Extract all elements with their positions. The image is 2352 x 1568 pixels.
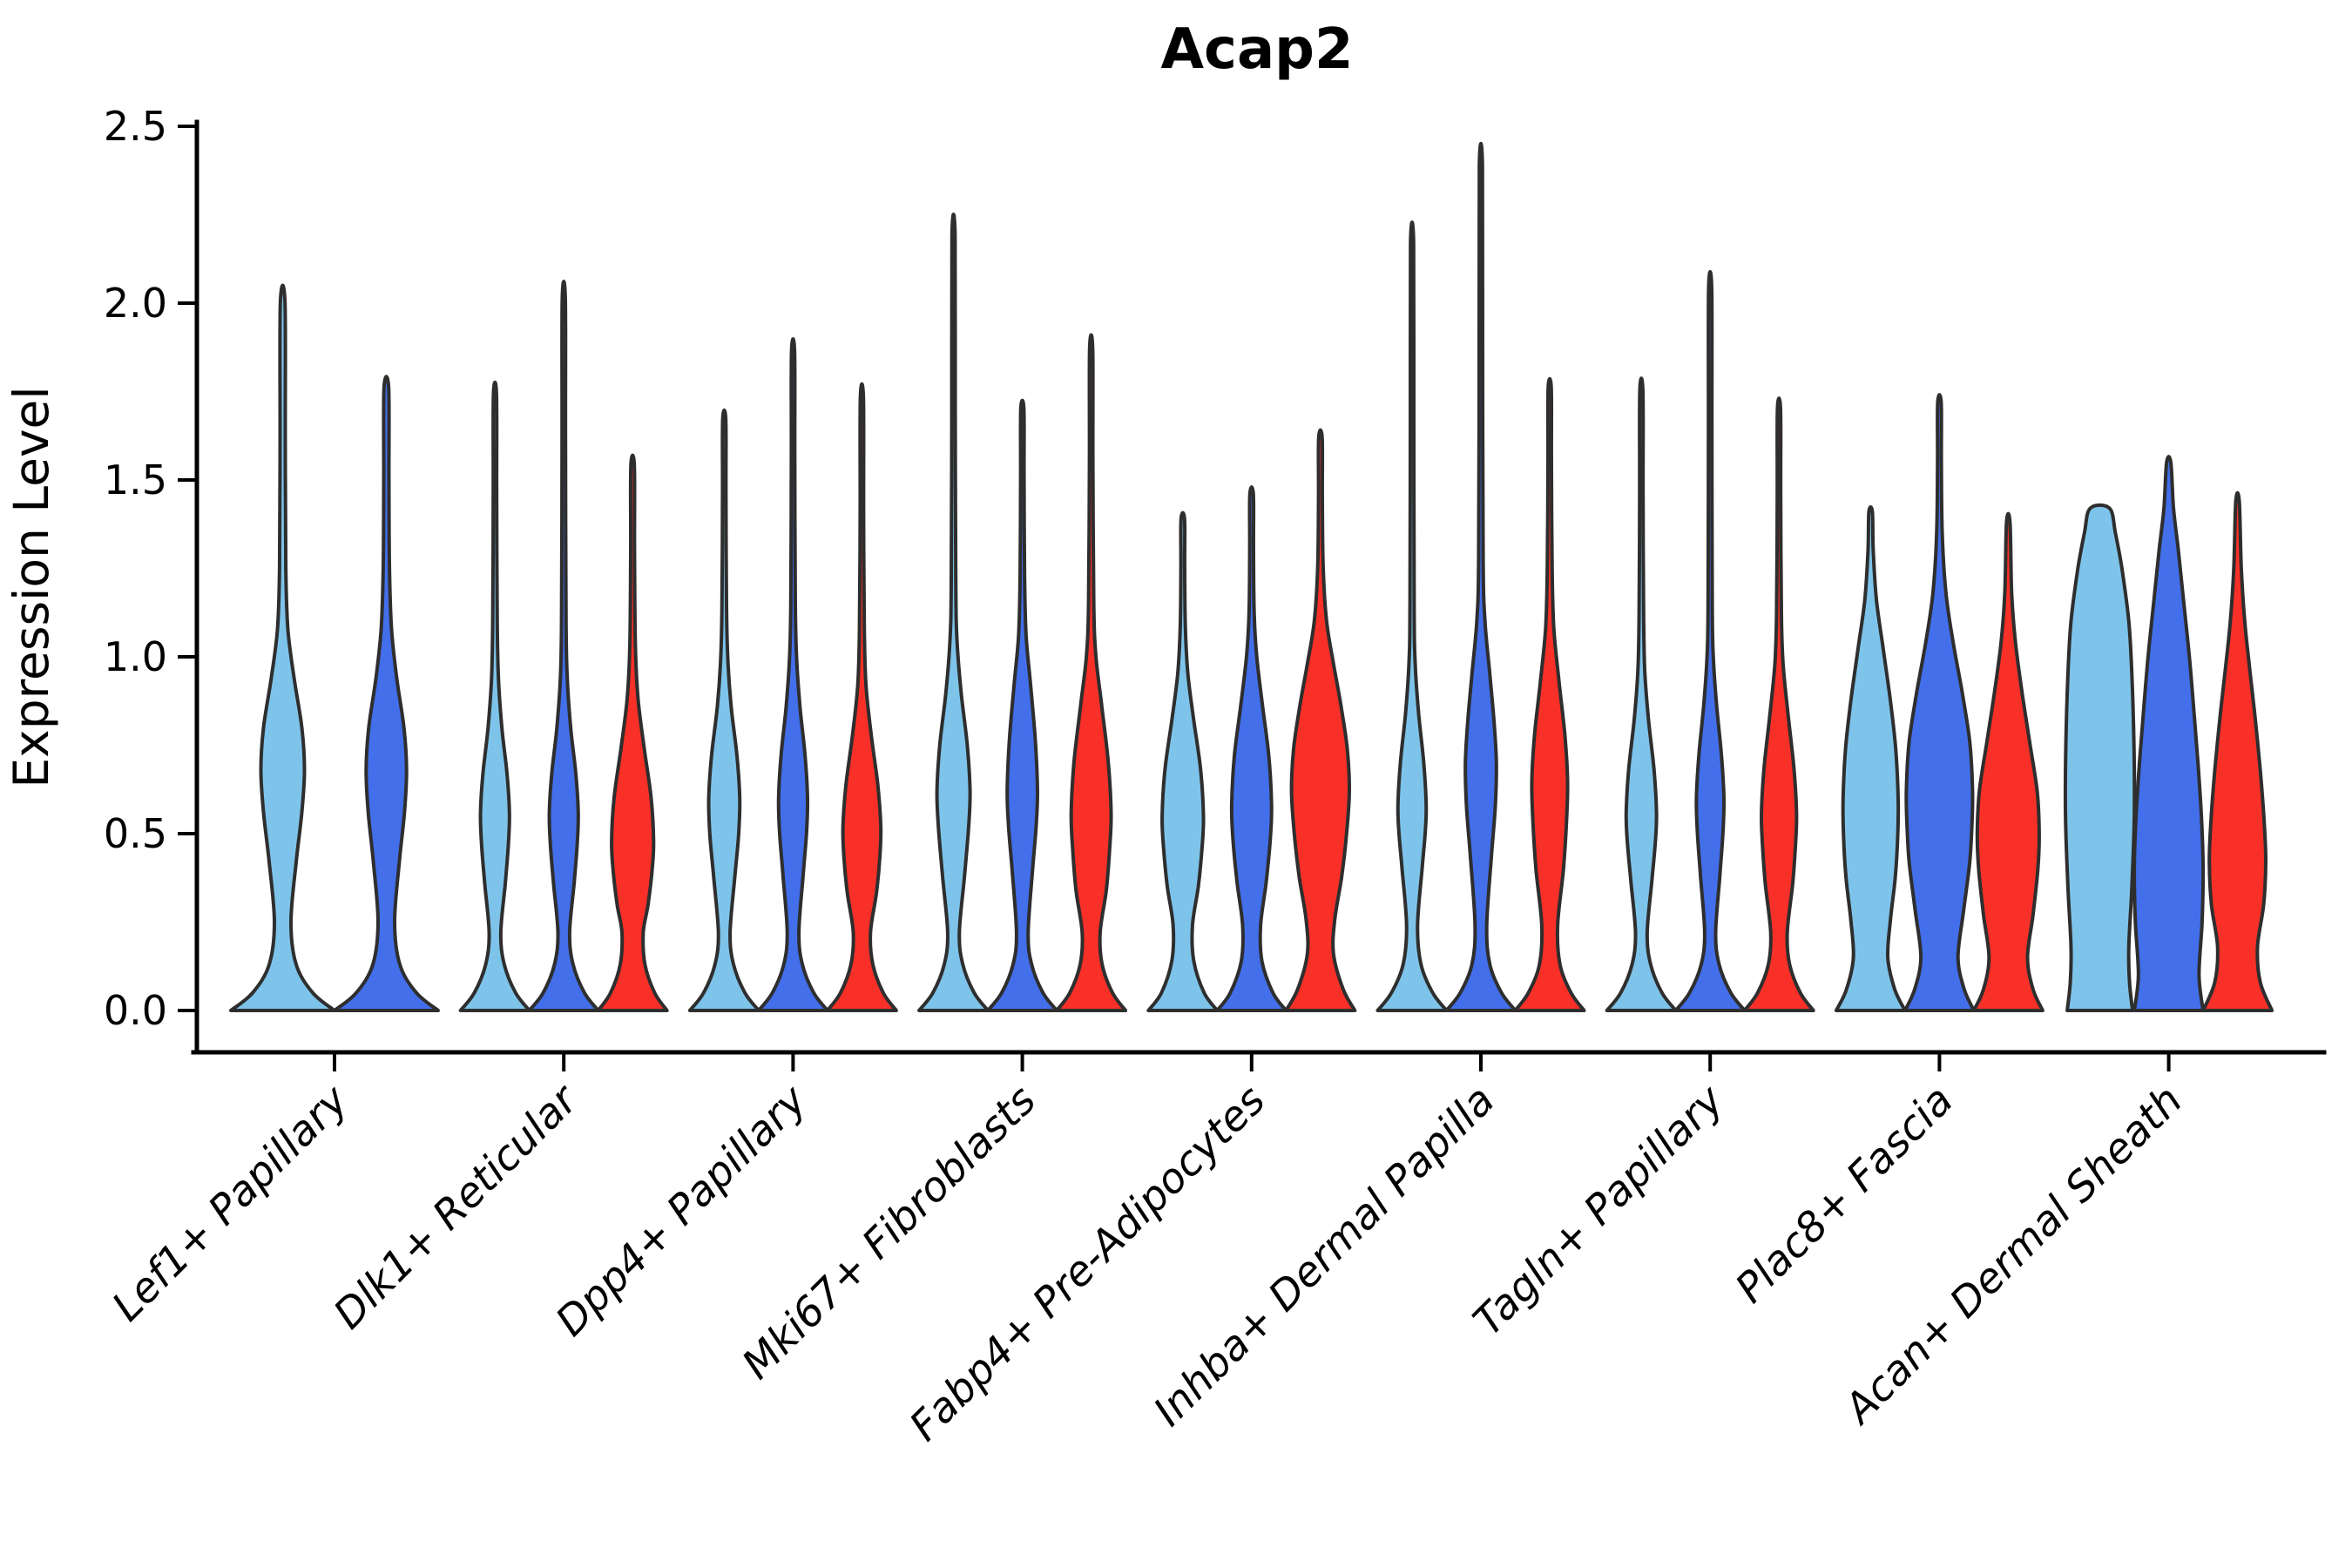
violin-mki67-fibroblasts-s1 — [986, 398, 1059, 1012]
axis-spines — [191, 119, 2327, 1055]
violin-dlk1-reticular-s1 — [527, 280, 600, 1012]
violin-tagln-papillary-s2 — [1742, 396, 1815, 1012]
y-tick-label: 0.0 — [104, 987, 167, 1034]
violin-inhba-dermal-papilla-s1 — [1444, 142, 1517, 1012]
y-tick-label: 2.0 — [104, 280, 167, 327]
y-axis-label: Expression Level — [3, 386, 59, 787]
violin-fabp4-pre-adipocytes-s1 — [1215, 485, 1288, 1012]
violin-tagln-papillary-s0 — [1605, 376, 1678, 1012]
y-tick-label: 1.5 — [104, 456, 167, 504]
x-tick-label-plac8-fascia: Plac8+ Fascia — [1727, 1077, 1963, 1313]
violin-layer — [229, 142, 2274, 1012]
chart-title: Acap2 — [1161, 17, 1354, 82]
violin-acan-dermal-sheath-s2 — [2201, 490, 2274, 1012]
violin-acan-dermal-sheath-s0 — [2063, 503, 2137, 1012]
violin-dlk1-reticular-s0 — [458, 380, 531, 1012]
violin-inhba-dermal-papilla-s2 — [1513, 376, 1586, 1012]
x-tick-label-dpp4-papillary: Dpp4+ Papillary — [547, 1076, 817, 1346]
violin-dpp4-papillary-s2 — [825, 382, 898, 1012]
y-tick-label: 2.5 — [104, 103, 167, 150]
violin-mki67-fibroblasts-s2 — [1055, 333, 1128, 1012]
violin-dpp4-papillary-s0 — [687, 408, 760, 1012]
violin-acan-dermal-sheath-s1 — [2132, 455, 2206, 1012]
y-tick-label: 0.5 — [104, 810, 167, 857]
violin-tagln-papillary-s1 — [1673, 270, 1747, 1012]
violin-inhba-dermal-papilla-s0 — [1375, 220, 1449, 1012]
x-tick-label-lef1-papillary: Lef1+ Papillary — [103, 1076, 358, 1331]
violin-dlk1-reticular-s2 — [596, 453, 669, 1012]
violin-fabp4-pre-adipocytes-s0 — [1146, 510, 1220, 1012]
violin-plac8-fascia-s1 — [1903, 393, 1976, 1012]
violin-lef1-papillary-s0 — [229, 283, 336, 1012]
x-tick-label-tagln-papillary: Tagln+ Papillary — [1464, 1076, 1734, 1346]
violin-plac8-fascia-s0 — [1834, 504, 1907, 1012]
violin-plac8-fascia-s2 — [1971, 511, 2044, 1012]
violin-fabp4-pre-adipocytes-s2 — [1284, 428, 1357, 1012]
violin-mki67-fibroblasts-s0 — [917, 213, 990, 1012]
violin-dpp4-papillary-s1 — [756, 337, 829, 1012]
y-tick-label: 1.0 — [104, 633, 167, 680]
violin-lef1-papillary-s1 — [333, 375, 440, 1012]
x-tick-label-dlk1-reticular: Dlk1+ Reticular — [325, 1075, 589, 1339]
